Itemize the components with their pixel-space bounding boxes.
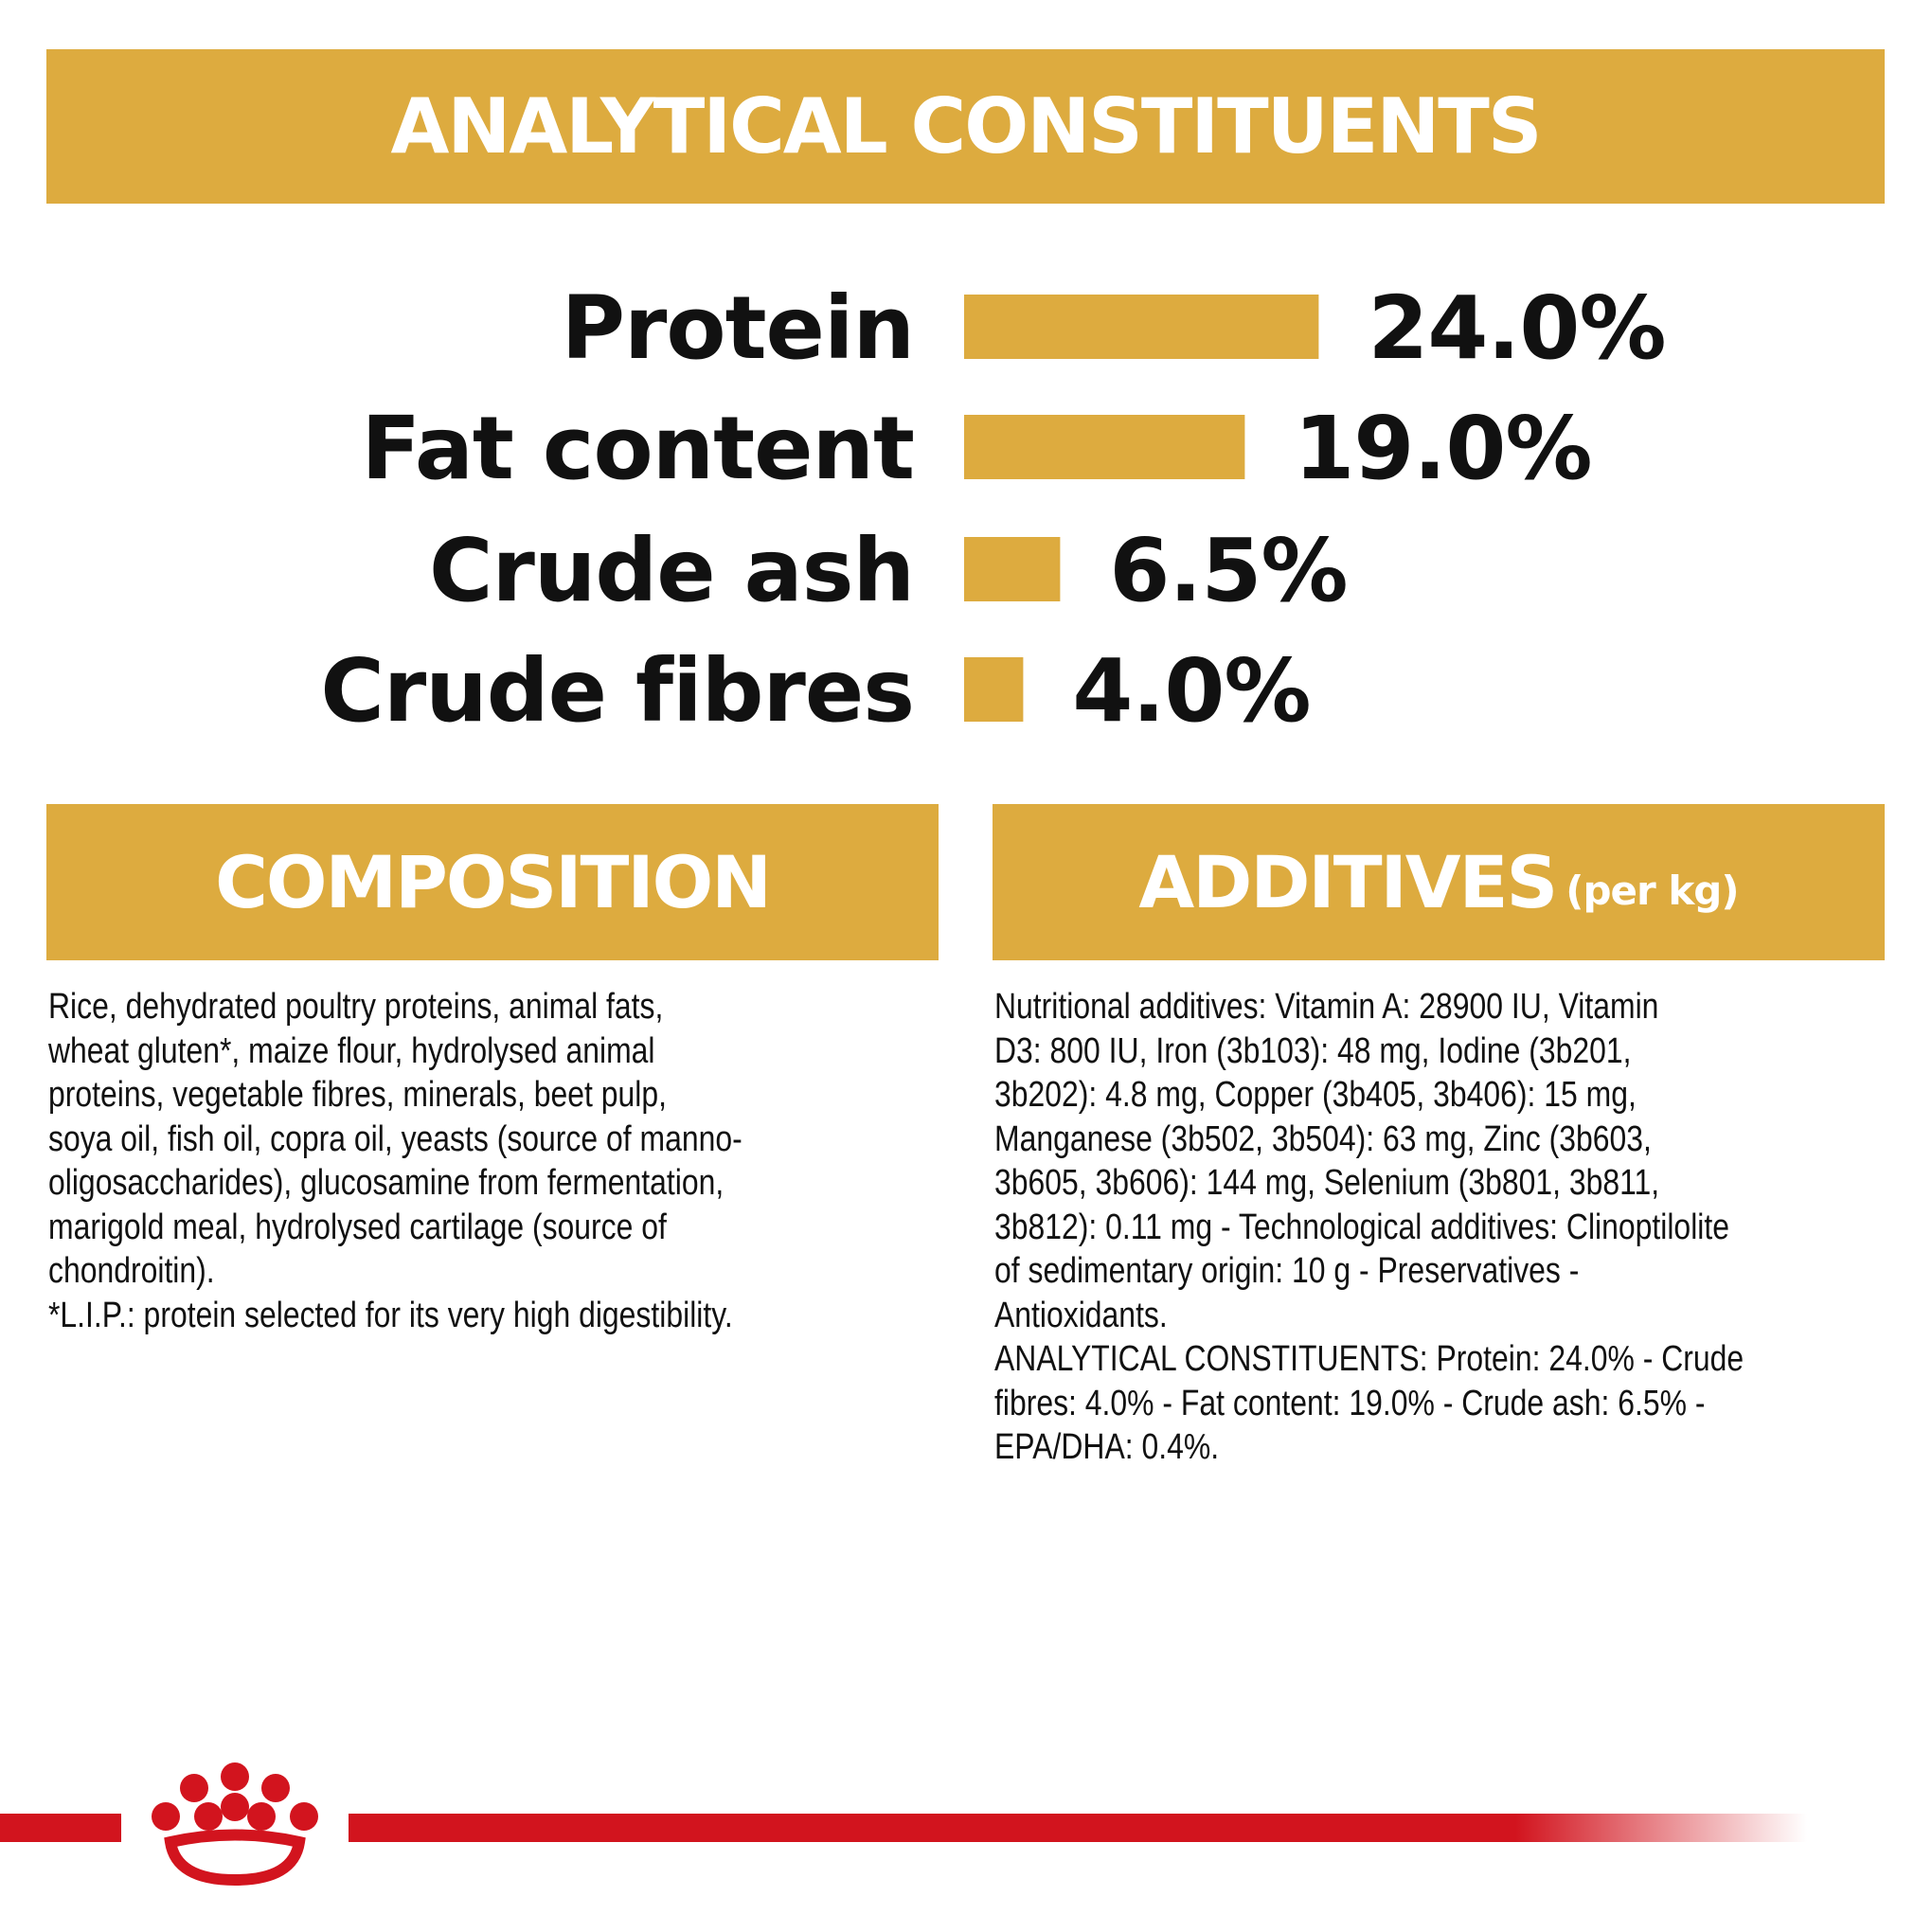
- text-line: marigold meal, hydrolysed cartilage (sou…: [48, 1207, 667, 1247]
- composition-text: Rice, dehydrated poultry proteins, anima…: [48, 985, 874, 1337]
- text-line: oligosaccharides), glucosamine from ferm…: [48, 1163, 724, 1203]
- text-line: 3b202): 4.8 mg, Copper (3b405, 3b406): 1…: [994, 1075, 1637, 1115]
- bar: [964, 657, 1024, 722]
- logo-dot: [221, 1793, 249, 1821]
- header-banner: ANALYTICAL CONSTITUENTS: [46, 49, 1885, 204]
- text-line: EPA/DHA: 0.4%.: [994, 1427, 1220, 1467]
- text-line: fibres: 4.0% - Fat content: 19.0% - Crud…: [994, 1383, 1706, 1423]
- bar: [964, 415, 1245, 479]
- text-line: proteins, vegetable fibres, minerals, be…: [48, 1075, 667, 1115]
- text-line: 3b605, 3b606): 144 mg, Selenium (3b801, …: [994, 1163, 1660, 1203]
- logo-dot: [194, 1802, 223, 1831]
- text-line: ANALYTICAL CONSTITUENTS: Protein: 24.0% …: [994, 1339, 1744, 1379]
- category-label: Protein: [562, 277, 914, 379]
- text-line: soya oil, fish oil, copra oil, yeasts (s…: [48, 1118, 742, 1159]
- additives-banner: ADDITIVES (per kg): [993, 804, 1885, 960]
- value-label: 4.0%: [1072, 640, 1310, 742]
- red-line: [349, 1814, 1807, 1842]
- value-label: 6.5%: [1109, 520, 1347, 621]
- text-line: *L.I.P.: protein selected for its very h…: [48, 1295, 733, 1335]
- logo-dot: [247, 1802, 276, 1831]
- logo-dot: [261, 1774, 290, 1802]
- logo-dot: [152, 1802, 180, 1831]
- category-label: Crude ash: [429, 520, 914, 621]
- text-line: Nutritional additives: Vitamin A: 28900 …: [994, 987, 1659, 1027]
- logo-dot: [290, 1802, 318, 1831]
- logo-dot: [221, 1762, 249, 1791]
- additives-title: ADDITIVES: [1138, 840, 1558, 924]
- text-line: wheat gluten*, maize flour, hydrolysed a…: [48, 1030, 655, 1071]
- value-label: 24.0%: [1368, 277, 1665, 379]
- text-line: Manganese (3b502, 3b504): 63 mg, Zinc (3…: [994, 1118, 1652, 1159]
- logo-bowl: [164, 1829, 306, 1887]
- chart-title: ANALYTICAL CONSTITUENTS: [390, 82, 1543, 170]
- logo-dot: [180, 1774, 208, 1802]
- value-label: 19.0%: [1294, 398, 1591, 499]
- composition-banner: COMPOSITION: [46, 804, 939, 960]
- text-line: D3: 800 IU, Iron (3b103): 48 mg, Iodine …: [994, 1030, 1632, 1071]
- additives-text: Nutritional additives: Vitamin A: 28900 …: [994, 985, 1887, 1470]
- text-line: Rice, dehydrated poultry proteins, anima…: [48, 987, 664, 1027]
- red-line: [0, 1814, 121, 1842]
- text-line: 3b812): 0.11 mg - Technological additive…: [994, 1207, 1730, 1247]
- composition-title: COMPOSITION: [215, 840, 772, 924]
- text-line: chondroitin).: [48, 1251, 215, 1291]
- category-label: Fat content: [361, 398, 914, 499]
- text-line: Antioxidants.: [994, 1295, 1168, 1335]
- bar: [964, 537, 1061, 601]
- text-line: of sedimentary origin: 10 g - Preservati…: [994, 1251, 1580, 1291]
- bar: [964, 295, 1319, 359]
- category-label: Crude fibres: [320, 640, 914, 742]
- additives-subtitle: (per kg): [1565, 868, 1739, 914]
